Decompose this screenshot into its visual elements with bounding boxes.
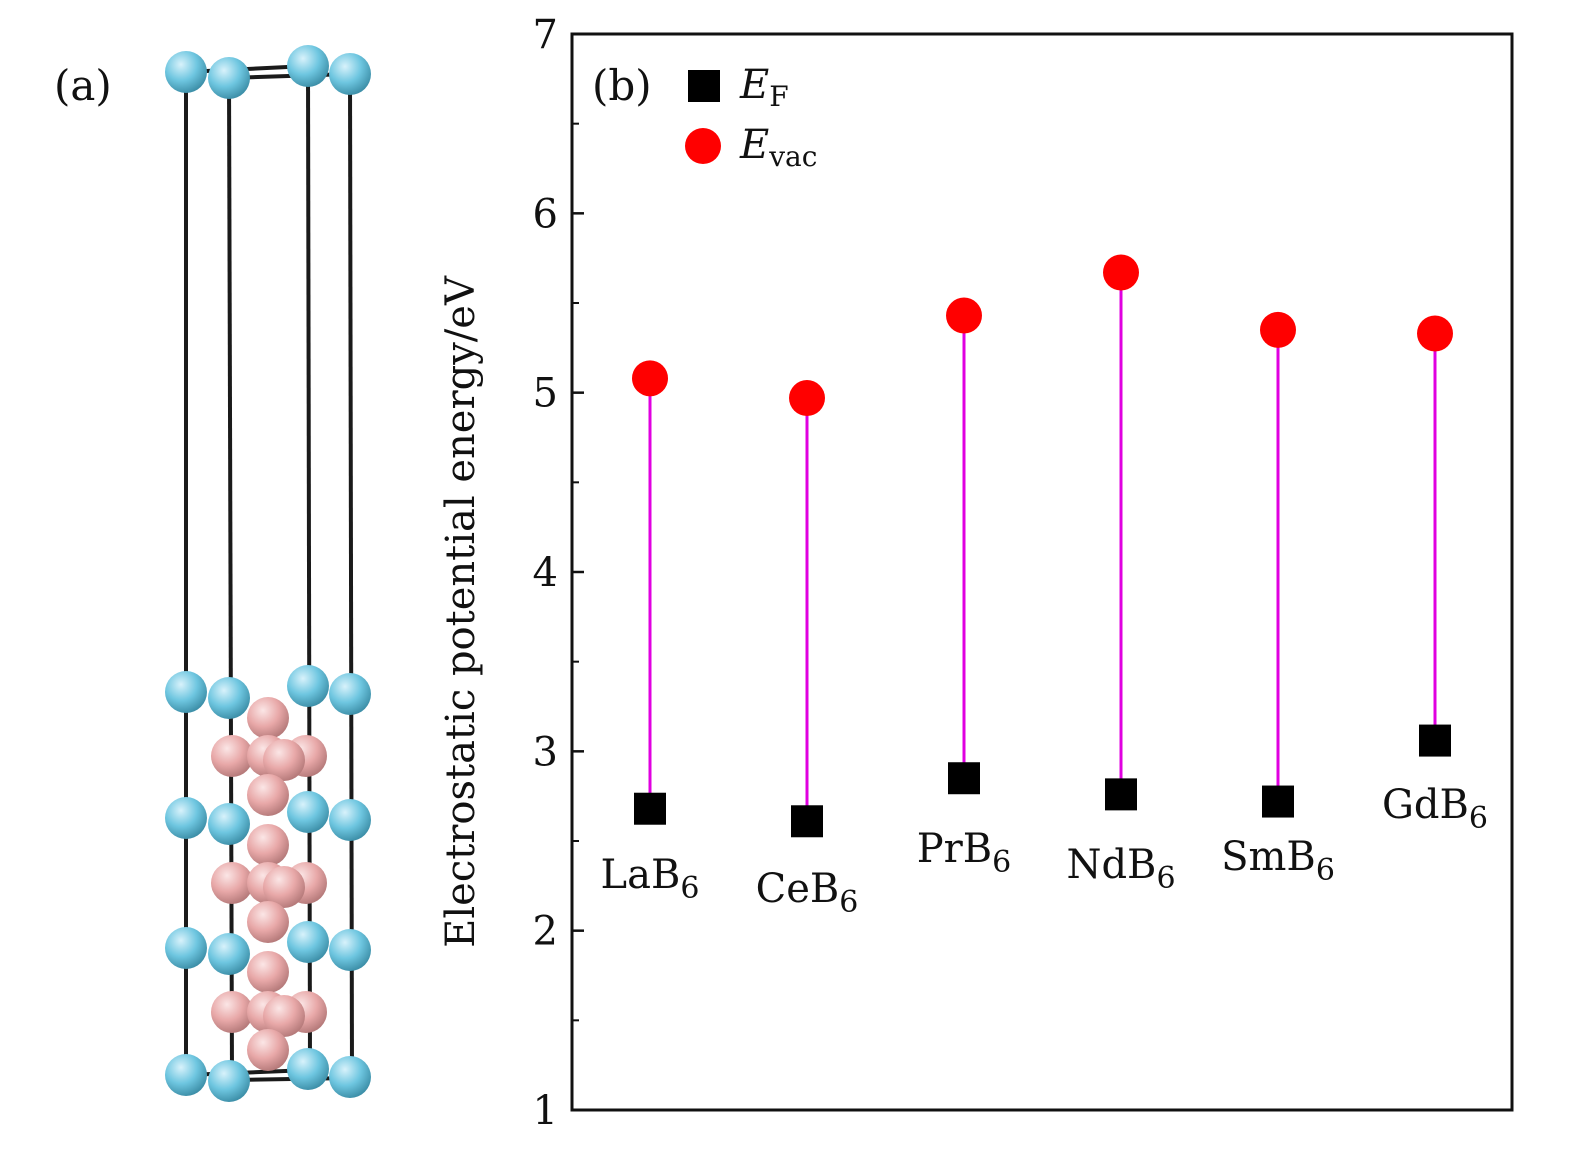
- metal-atom: [329, 673, 371, 715]
- legend-entry: EF: [739, 62, 789, 113]
- boron-atom: [211, 862, 253, 904]
- y-tick-label: 3: [533, 729, 558, 775]
- legend: EF Evac: [685, 62, 817, 173]
- category-label: NdB6: [1066, 842, 1175, 896]
- ef-point: [791, 805, 823, 838]
- y-axis: 1 2 3 4 5 6 7: [533, 12, 584, 1134]
- metal-atom: [329, 799, 371, 841]
- evac-point: [946, 297, 982, 334]
- evac-point: [1260, 311, 1296, 348]
- metal-atom: [287, 791, 329, 833]
- boron-atom: [263, 995, 305, 1037]
- y-axis-label: Electrostatic potential energy/eV: [438, 275, 484, 948]
- category-label: SmB6: [1221, 834, 1335, 888]
- boron-atom: [247, 901, 289, 943]
- category-labels: LaB6 CeB6 PrB6 NdB6 SmB6 GdB6: [601, 782, 1488, 920]
- ef-point: [948, 762, 980, 795]
- ef-point: [1105, 778, 1137, 811]
- energy-chart: 1 2 3 4 5 6 7 Electrostatic potential energy/e…: [438, 12, 1514, 1134]
- y-tick-label: 5: [533, 371, 558, 417]
- category-label: PrB6: [917, 826, 1012, 880]
- metal-atom: [329, 1056, 371, 1098]
- metal-atom: [165, 797, 207, 839]
- legend-marker-square: [688, 70, 720, 102]
- category-label: GdB6: [1382, 782, 1488, 836]
- panel-b-label: (b): [592, 61, 652, 110]
- boron-atom: [263, 739, 305, 781]
- legend-entry: Evac: [739, 122, 817, 173]
- ef-point: [1419, 724, 1451, 757]
- category-label: LaB6: [601, 852, 700, 906]
- boron-atom: [247, 824, 289, 866]
- metal-atom: [208, 933, 250, 975]
- y-tick-label: 4: [533, 550, 558, 596]
- metal-atom: [208, 57, 250, 99]
- evac-point: [632, 360, 668, 397]
- metal-atom: [287, 45, 329, 87]
- panel-a-label: (a): [54, 61, 112, 110]
- boron-atom: [211, 991, 253, 1033]
- metal-atom: [208, 1060, 250, 1102]
- boron-atom: [247, 1029, 289, 1071]
- frame-edge: [348, 73, 354, 1079]
- metal-atom: [165, 1054, 207, 1096]
- evac-point: [789, 380, 825, 417]
- y-tick-label: 6: [533, 191, 558, 237]
- legend-marker-circle: [685, 128, 721, 164]
- ef-point: [1262, 785, 1294, 818]
- evac-point: [1103, 254, 1139, 291]
- metal-atom: [165, 671, 207, 713]
- metal-atom: [208, 803, 250, 845]
- evac-point: [1417, 315, 1453, 352]
- metal-atom: [165, 927, 207, 969]
- atoms: [165, 45, 371, 1102]
- category-label: CeB6: [756, 866, 859, 920]
- y-tick-label: 7: [533, 12, 558, 58]
- metal-atom: [287, 665, 329, 707]
- boron-atom: [211, 735, 253, 777]
- metal-atom: [287, 1048, 329, 1090]
- metal-atom: [208, 677, 250, 719]
- frame-edge: [306, 65, 312, 1071]
- metal-atom: [287, 921, 329, 963]
- boron-atom: [247, 697, 289, 739]
- metal-atom: [329, 53, 371, 95]
- connector-lines: [648, 272, 1437, 822]
- metal-atom: [329, 929, 371, 971]
- frame-edge: [227, 77, 234, 1081]
- y-tick-label: 2: [533, 909, 558, 955]
- metal-atom: [165, 51, 207, 93]
- boron-atom: [247, 951, 289, 993]
- y-tick-label: 1: [533, 1088, 558, 1134]
- boron-atom: [247, 774, 289, 816]
- plot-area: [570, 32, 1514, 1112]
- data-marks: [632, 254, 1453, 838]
- ef-point: [634, 792, 666, 825]
- boron-atom: [263, 866, 305, 908]
- crystal-structure-illustration: (a): [54, 45, 371, 1102]
